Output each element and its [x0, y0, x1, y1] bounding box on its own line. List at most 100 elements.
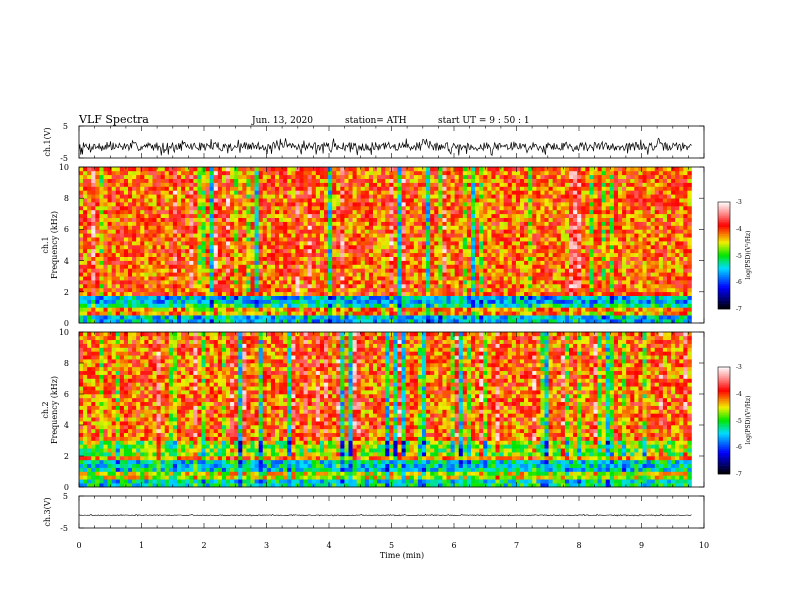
spectrogram-cell — [446, 202, 451, 207]
spectrogram-cell — [128, 299, 133, 304]
spectrogram-cell — [160, 315, 166, 320]
spectrogram-cell — [103, 272, 108, 277]
spectrogram-cell — [79, 178, 84, 183]
spectrogram-cell — [197, 202, 202, 207]
spectrogram-cell — [279, 276, 284, 281]
spectrogram-cell — [87, 194, 92, 199]
spectrogram-cell — [217, 315, 223, 320]
spectrogram-cell — [217, 295, 223, 300]
spectrogram-cell — [397, 202, 402, 207]
spectrogram-cell — [254, 315, 259, 320]
spectrogram-cell — [115, 256, 121, 261]
spectrogram-cell — [426, 209, 431, 215]
spectrogram-cell — [438, 194, 443, 199]
spectrogram-cell — [364, 167, 370, 172]
spectrogram-cell — [503, 237, 509, 242]
spectrogram-cell — [250, 237, 255, 242]
spectrogram-cell — [87, 264, 92, 269]
spectrogram-cell — [144, 319, 149, 324]
spectrogram-cell — [368, 170, 374, 176]
spectrogram-cell — [189, 252, 194, 257]
spectrogram-cell — [556, 237, 562, 242]
spectrogram-cell — [507, 225, 513, 230]
spectrogram-cell — [152, 291, 157, 296]
spectrogram-cell — [275, 217, 280, 222]
spectrogram-cell — [295, 280, 300, 285]
spectrogram-cell — [532, 167, 537, 172]
spectrogram-cell — [226, 307, 231, 312]
spectrogram-cell — [160, 264, 166, 269]
spectrogram-cell — [270, 280, 276, 285]
spectrogram-cell — [279, 182, 284, 187]
spectrogram-cell — [246, 248, 251, 254]
spectrogram-cell — [368, 217, 374, 222]
spectrogram-cell — [315, 268, 321, 273]
spectrogram-cell — [217, 311, 223, 316]
spectrogram-cell — [201, 225, 206, 230]
spectrogram-cell — [430, 213, 435, 218]
spectrogram-cell — [471, 284, 476, 289]
spectrogram-cell — [466, 194, 472, 199]
spectrogram-cell — [385, 202, 390, 207]
spectrogram-cell — [454, 291, 460, 296]
spectrogram-cell — [111, 190, 117, 195]
spectrogram-cell — [283, 291, 288, 296]
spectrogram-cell — [352, 174, 357, 179]
spectrogram-cell — [573, 295, 578, 300]
spectrogram-cell — [193, 217, 198, 222]
spectrogram-cell — [168, 170, 174, 176]
spectrogram-cell — [336, 319, 341, 324]
spectrogram-cell — [266, 213, 272, 218]
spectrogram-cell — [536, 202, 541, 207]
spectrogram-cell — [356, 248, 362, 254]
spectrogram-cell — [520, 291, 525, 296]
spectrogram-cell — [303, 284, 308, 289]
spectrogram-cell — [405, 186, 411, 191]
spectrogram-cell — [266, 241, 272, 246]
spectrogram-cell — [544, 315, 549, 320]
spectrogram-cell — [111, 213, 117, 218]
spectrogram-cell — [160, 198, 166, 203]
spectrogram-cell — [426, 276, 431, 281]
spectrogram-cell — [377, 178, 382, 183]
spectrogram-cell — [311, 170, 317, 176]
spectrogram-cell — [438, 198, 443, 203]
spectrogram-cell — [520, 256, 525, 261]
spectrogram-cell — [344, 295, 349, 300]
spectrogram-cell — [283, 241, 288, 246]
spectrogram-cell — [79, 256, 84, 261]
spectrogram-cell — [152, 182, 157, 187]
spectrogram-cell — [168, 315, 174, 320]
spectrogram-cell — [564, 198, 570, 203]
spectrogram-cell — [364, 248, 370, 254]
spectrogram-cell — [315, 241, 321, 246]
spectrogram-cell — [413, 241, 419, 246]
spectrogram-cell — [193, 241, 198, 246]
start-time-label: start UT = 9 : 50 : 1 — [438, 116, 530, 126]
spectrogram-cell — [479, 245, 484, 250]
spectrogram-cell — [123, 241, 129, 246]
spectrogram-cell — [205, 311, 210, 316]
spectrogram-cell — [487, 206, 492, 211]
spectrogram-cell — [548, 319, 553, 324]
spectrogram-cell — [287, 245, 292, 250]
spectrogram-cell — [442, 295, 447, 300]
spectrogram-cell — [87, 225, 92, 230]
spectrogram-cell — [275, 225, 280, 230]
spectrogram-cell — [250, 260, 255, 265]
spectrogram-cell — [262, 194, 268, 199]
spectrogram-cell — [438, 245, 443, 250]
spectrogram-cell — [287, 307, 292, 312]
spectrogram-cell — [385, 248, 390, 254]
spectrogram-cell — [177, 319, 182, 324]
spectrogram-cell — [511, 295, 517, 300]
spectrogram-cell — [319, 241, 325, 246]
spectrogram-cell — [291, 315, 296, 320]
spectrogram-cell — [507, 276, 513, 281]
spectrogram-cell — [250, 170, 255, 176]
spectrogram-cell — [569, 167, 574, 172]
spectrogram-cell — [181, 256, 186, 261]
spectrogram-cell — [413, 311, 419, 316]
spectrogram-cell — [295, 229, 300, 234]
spectrogram-cell — [417, 272, 423, 277]
